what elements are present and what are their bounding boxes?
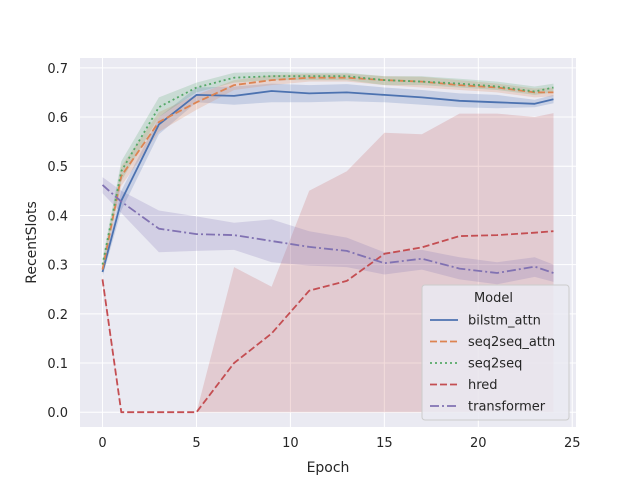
seq2seq-line [101,75,554,265]
transformer-band [102,177,554,285]
legend-label-seq2seq_attn: seq2seq_attn [468,335,555,350]
x-tick-label: 10 [282,436,299,451]
series-lines [101,75,554,414]
x-tick-label: 20 [470,436,487,451]
legend-label-hred: hred [468,378,498,393]
y-tick-label: 0.1 [47,357,68,372]
legend: Model bilstm_attn seq2seq_attn seq2seq hred… [421,284,570,421]
x-tick-label: 15 [376,436,393,451]
legend-label-transformer: transformer [468,400,546,415]
x-tick-label: 5 [192,436,200,451]
x-tick-label: 0 [98,436,106,451]
tick-labels: 0 5 10 15 20 25 0.0 0.1 0.2 0.3 0.4 0.5 0.6 0.7 [47,62,580,451]
legend-label-seq2seq: seq2seq [468,357,522,372]
y-tick-label: 0.7 [47,62,68,77]
y-tick-label: 0.0 [47,406,68,421]
y-tick-label: 0.4 [47,209,68,224]
legend-box [421,284,570,421]
y-axis-label: RecentSlots [24,201,40,284]
seq2seq_attn-line [101,76,554,270]
x-tick-label: 25 [564,436,581,451]
bilstm_attn-line [101,90,554,273]
y-tick-label: 0.2 [47,308,68,323]
y-tick-label: 0.5 [47,160,68,175]
legend-title: Model [474,291,513,306]
y-tick-label: 0.3 [47,259,68,274]
grid-lines [80,58,576,427]
hred-line [101,230,554,414]
x-axis-label: Epoch [307,460,350,476]
y-tick-label: 0.6 [47,111,68,126]
seq2seq_attn-band [102,73,554,275]
transformer-line [101,184,554,274]
legend-label-bilstm_attn: bilstm_attn [468,314,541,329]
